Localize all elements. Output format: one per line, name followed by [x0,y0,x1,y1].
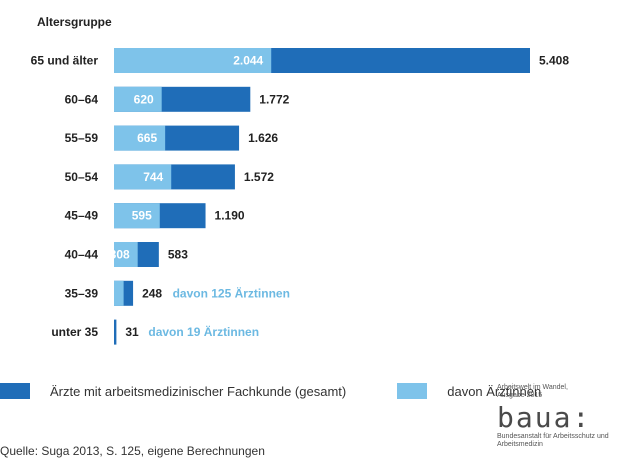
category-label: unter 35 [51,325,98,339]
category-label: 40–44 [65,248,99,262]
category-label: 65 und älter [31,54,99,68]
category-label: 55–59 [65,131,99,145]
legend-label-total: Ärzte mit arbeitsmedizinischer Fachkunde… [50,383,347,399]
category-label: 50–54 [65,170,99,184]
bar-female [114,203,160,229]
data-label-female: 2.044 [233,54,263,68]
bar-total [114,319,117,345]
annotation-label: davon 19 Ärztinnen [148,324,259,339]
source-note: Quelle: Suga 2013, S. 125, eigene Berech… [0,444,265,458]
data-label-total: 1.772 [259,92,289,106]
legend-label-female: davon Ärztinnen [447,383,542,399]
data-label-total: 1.190 [215,209,245,223]
data-label-total: 5.408 [539,54,569,68]
annotation-label: davon 125 Ärztinnen [173,285,290,300]
data-label-female: 308 [110,248,130,262]
legend-swatch-total [0,383,30,399]
legend-item-total: Ärzte mit arbeitsmedizinischer Fachkunde… [0,383,346,399]
branding: Arbeitswelt im Wandel, Ausgabe 2015 baua… [497,384,620,449]
bar-female [114,242,138,267]
bar-female [114,280,124,306]
data-label-female: 595 [132,209,152,223]
category-label: 60–64 [65,92,99,106]
legend: Ärzte mit arbeitsmedizinischer Fachkunde… [0,383,541,399]
axis-title: Altersgruppe [37,15,112,29]
organization-name: Bundesanstalt für Arbeitsschutz und Arbe… [497,433,609,448]
legend-swatch-female [397,383,428,399]
data-label-total: 583 [168,248,188,262]
data-label-total: 1.626 [248,131,278,145]
bar-female [114,125,166,151]
data-label-female: 665 [137,131,157,145]
legend-item-female: davon Ärztinnen [397,383,541,399]
data-label-total: 248 [142,286,162,300]
data-label-female: 620 [134,92,154,106]
edition-note: Arbeitswelt im Wandel, Ausgabe 2015 [497,384,568,399]
bar-female [114,86,162,112]
bar-female [114,164,172,190]
data-label-total: 1.572 [244,170,274,184]
baua-logo: baua: [497,401,592,434]
data-label-female: 744 [143,170,163,184]
data-label-total: 31 [125,325,139,339]
bar-female [114,48,272,73]
bar-chart: Altersgruppe 65 und älter 2.044 5.408 60–64 6… [31,15,569,345]
category-label: 35–39 [65,286,99,300]
category-label: 45–49 [65,209,99,223]
